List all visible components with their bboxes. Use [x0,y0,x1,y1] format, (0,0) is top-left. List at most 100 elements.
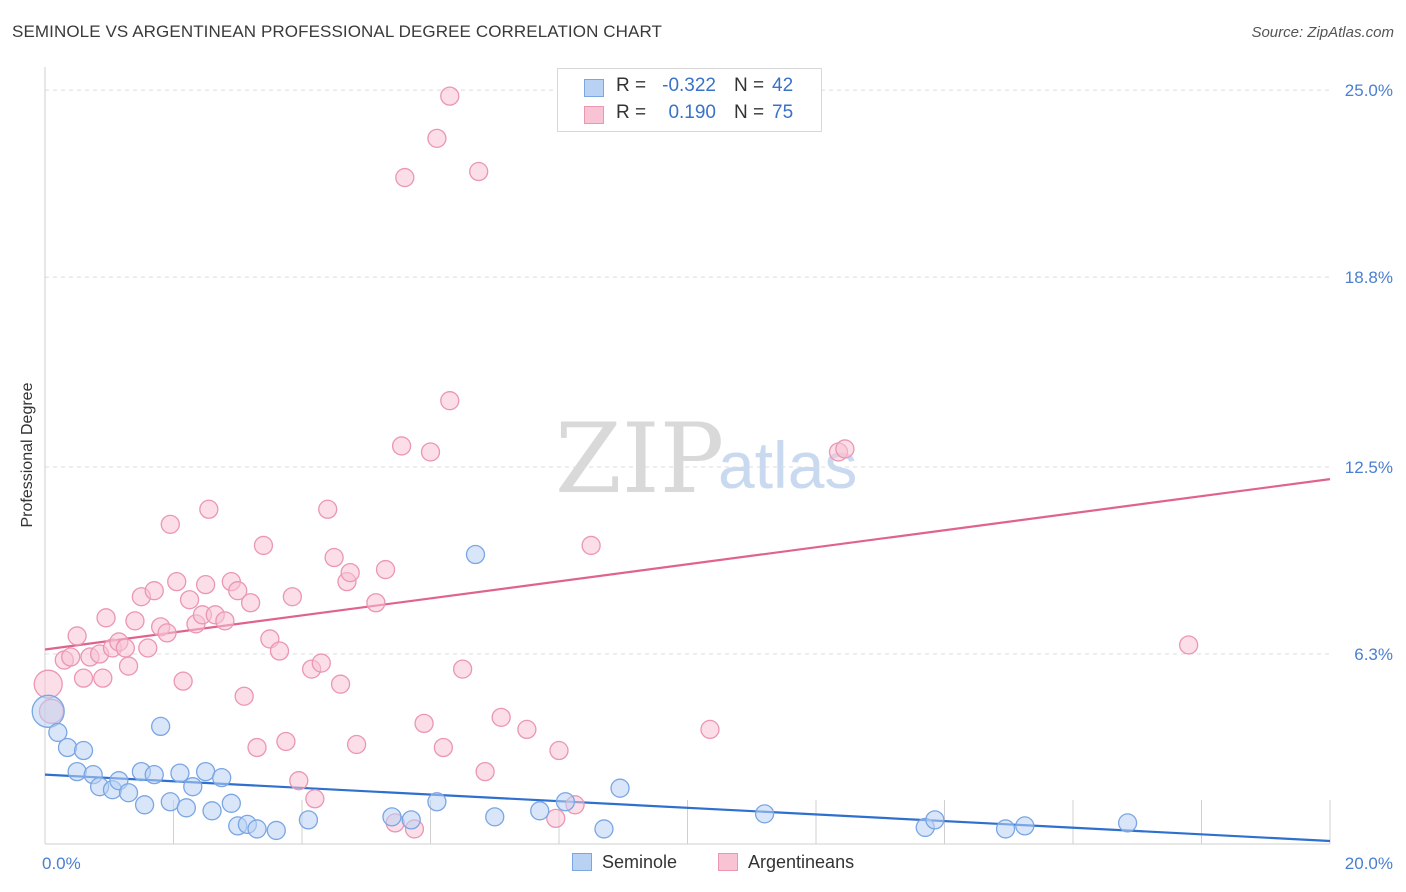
argentineans-point [452,659,473,679]
argentineans-point [324,547,344,568]
seminole-point [610,778,630,798]
seminole-trend-line [44,773,1331,843]
argentineans-point [125,611,145,631]
legend-row-argentineans: R = 0.190 N = 75 [558,102,821,128]
seminole-point [427,792,447,812]
argentineans-point [440,86,460,106]
seminole-point [144,764,164,785]
seminole-point [465,544,486,565]
legend-row-seminole: R = -0.322 N = 42 [558,75,821,101]
argentineans-point [475,761,495,782]
argentineans-legend-swatch [718,853,738,871]
argentineans-trend-line [44,478,1331,651]
argentineans-swatch [584,106,604,124]
seminole-n-value: 42 [772,75,794,96]
argentineans-point [433,737,454,758]
legend-item-seminole: Seminole [572,852,677,873]
argentineans-point [395,167,415,188]
argentineans-n-value: 75 [772,102,794,123]
seminole-point [48,722,68,743]
watermark-zip: ZIP [555,403,724,515]
seminole-point [212,768,232,788]
argentineans-point [549,740,569,761]
tick-labels: 6.3% 12.5% 18.8% 25.0% 0.0% 20.0% [42,81,1393,873]
seminole-point [160,792,180,812]
y-tick-label: 18.8% [1345,268,1393,287]
argentineans-point [581,535,601,556]
chart-title: SEMINOLE VS ARGENTINEAN PROFESSIONAL DEG… [12,22,663,41]
argentineans-point [179,590,200,610]
argentineans-point [346,734,367,755]
series-legend: Seminole Argentineans [0,852,1406,876]
seminole-legend-label: Seminole [602,852,678,872]
watermark-atlas: atlas [718,428,857,502]
y-tick-label: 6.3% [1354,645,1393,664]
seminole-point [247,819,267,839]
argentineans-point [228,581,248,601]
legend-r-label: R = [616,75,647,96]
argentineans-point [33,669,63,699]
correlation-legend: R = -0.322 N = 42 R = 0.190 N = 75 [557,68,822,132]
argentineans-point [440,391,460,411]
argentineans-point [546,808,566,829]
argentineans-point [340,562,360,583]
argentineans-point [199,499,219,519]
seminole-point [266,820,286,841]
legend-item-argentineans: Argentineans [718,852,854,873]
argentineans-point [269,641,290,661]
argentineans-point [118,656,139,676]
argentineans-point [157,623,177,643]
seminole-point [118,783,139,803]
argentineans-point [700,719,720,740]
argentineans-point [1179,635,1199,655]
argentineans-point [215,611,235,631]
seminole-point [485,807,505,827]
seminole-point [1117,813,1138,833]
argentineans-point [330,674,351,694]
seminole-r-value: -0.322 [662,75,716,96]
legend-r-label: R = [616,102,647,123]
argentineans-point [96,608,116,628]
seminole-point [1015,816,1035,836]
argentineans-point [160,514,180,534]
gridlines [45,89,1330,655]
seminole-point [995,819,1016,839]
seminole-point [298,810,319,830]
argentineans-point [311,653,331,673]
seminole-point [170,763,190,783]
seminole-point [754,804,775,824]
argentineans-r-value: 0.190 [668,102,716,123]
seminole-point [382,807,402,827]
trend-lines [44,478,1331,843]
argentineans-point [289,771,309,791]
argentineans-point [61,647,81,667]
argentineans-point [115,638,135,658]
argentineans-point [491,707,511,727]
argentineans-point [420,442,441,462]
argentineans-point [282,587,303,607]
y-tick-label: 12.5% [1345,458,1393,477]
argentineans-point [167,571,187,592]
argentineans-point [375,559,396,580]
seminole-point [134,795,155,815]
argentineans-point [195,575,216,595]
seminole-point [555,792,576,812]
argentineans-legend-label: Argentineans [748,852,855,872]
legend-n-label: N = [734,102,765,123]
argentineans-point [93,668,113,688]
legend-n-label: N = [734,75,765,96]
seminole-point [594,819,614,839]
data-points [31,86,1199,841]
argentineans-point [253,535,274,556]
seminole-point [57,737,78,758]
seminole-legend-swatch [572,853,592,871]
argentineans-point [305,789,325,809]
argentineans-point [138,638,158,658]
seminole-point [401,810,421,830]
source-note: Source: ZipAtlas.com [1251,24,1394,41]
seminole-point [31,694,65,728]
seminole-point [195,761,216,782]
argentineans-point [835,439,855,459]
argentineans-point [240,593,261,613]
